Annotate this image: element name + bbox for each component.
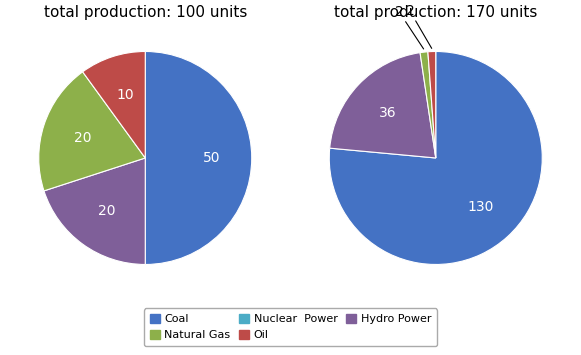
Wedge shape: [44, 158, 145, 264]
Text: 20: 20: [98, 204, 115, 218]
Text: 2: 2: [406, 4, 432, 48]
Wedge shape: [428, 51, 436, 158]
Text: 2: 2: [394, 5, 424, 49]
Wedge shape: [420, 52, 436, 158]
Text: 10: 10: [116, 88, 134, 102]
Title: 1980
total production: 100 units: 1980 total production: 100 units: [44, 0, 247, 20]
Wedge shape: [83, 51, 145, 158]
Text: 50: 50: [203, 151, 220, 165]
Text: 36: 36: [379, 105, 397, 120]
Text: 130: 130: [467, 200, 493, 214]
Wedge shape: [329, 53, 436, 158]
Title: 2000
total production: 170 units: 2000 total production: 170 units: [334, 0, 537, 20]
Legend: Coal, Natural Gas, Nuclear  Power, Oil, Hydro Power: Coal, Natural Gas, Nuclear Power, Oil, H…: [144, 308, 437, 346]
Wedge shape: [39, 72, 145, 191]
Wedge shape: [329, 51, 542, 264]
Wedge shape: [145, 51, 252, 264]
Text: 20: 20: [74, 131, 91, 144]
